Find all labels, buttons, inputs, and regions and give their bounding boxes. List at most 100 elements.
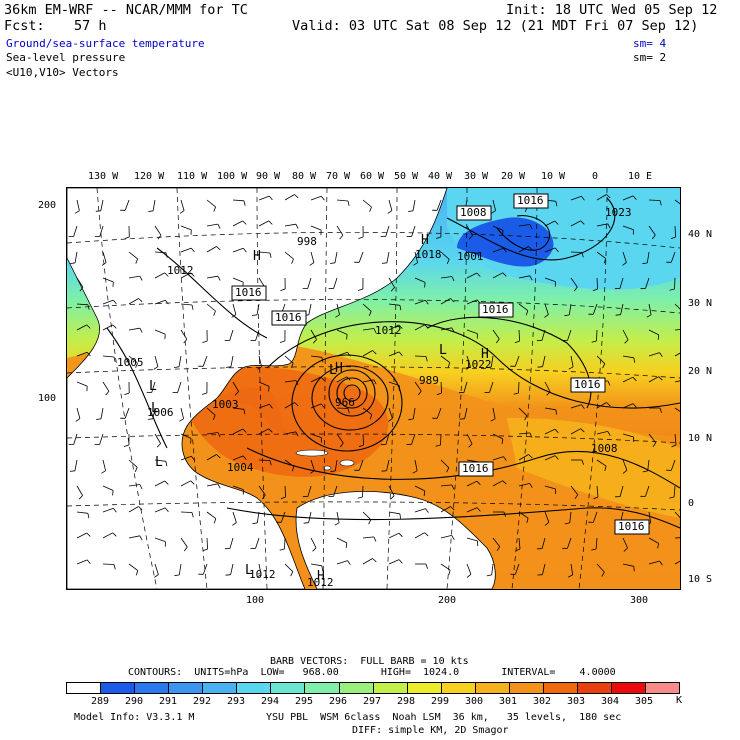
forecast-label: Fcst: — [4, 18, 45, 34]
wind-barb-flag — [459, 418, 465, 420]
wind-barb-flag — [525, 310, 529, 316]
physics-line-2: DIFF: simple KM, 2D Smagor — [352, 725, 509, 736]
field-sst-smooth: sm= 4 — [633, 37, 667, 50]
wind-barb-flag — [390, 287, 395, 292]
wind-barb — [99, 433, 104, 445]
wind-barb-flag — [446, 259, 450, 265]
pressure-label-box — [478, 302, 514, 318]
wind-barb-flag — [451, 327, 455, 333]
wind-barb — [436, 199, 442, 211]
wind-barb — [388, 559, 400, 565]
wind-barb-flag — [399, 305, 402, 311]
cold-sst-pool — [457, 217, 554, 267]
wind-barb-flag — [217, 483, 221, 489]
wind-barb-flag — [546, 391, 551, 396]
wind-barb — [152, 407, 156, 419]
wind-barb-flag — [334, 522, 340, 526]
wind-barb-flag — [86, 324, 91, 329]
wind-barb-flag — [268, 220, 273, 225]
wind-barb-flag — [242, 247, 247, 253]
wind-barb-flag — [213, 310, 216, 316]
wind-barb-flag — [347, 560, 351, 565]
pressure-label: 1003 — [212, 398, 239, 411]
wind-barb-flag — [669, 496, 675, 499]
wind-barb — [622, 563, 634, 567]
colorbar-swatch — [237, 683, 272, 693]
wind-barb-flag — [216, 246, 221, 251]
wind-barb — [412, 199, 416, 211]
wind-barb — [411, 433, 416, 445]
wind-barb — [102, 277, 114, 283]
wind-barb — [592, 511, 598, 523]
wind-barb-flag — [231, 314, 237, 318]
wind-barb-flag — [225, 366, 231, 368]
wind-barb-flag — [139, 328, 143, 333]
wind-barb — [674, 560, 680, 565]
wind-barb — [284, 537, 286, 550]
wind-barb-flag — [74, 210, 80, 214]
wind-barb — [466, 480, 478, 487]
wind-barb — [232, 199, 245, 202]
wind-barb — [258, 195, 270, 201]
pressure-label-box — [271, 310, 307, 326]
wind-barb — [232, 407, 244, 410]
wind-barb-flag — [164, 507, 169, 512]
wind-barb-flag — [86, 351, 91, 357]
wind-barb — [648, 376, 659, 383]
wind-barb-flag — [190, 272, 195, 277]
wind-barb-flag — [369, 414, 373, 420]
init-time: Init: 18 UTC Wed 05 Sep 12 — [506, 2, 718, 18]
pressure-label: 1012 — [249, 568, 276, 581]
pressure-label-box — [458, 461, 494, 477]
lon-tick: 80 W — [292, 171, 317, 182]
wind-barb — [414, 508, 426, 513]
wind-barb — [466, 251, 478, 254]
wind-barb — [492, 199, 496, 211]
wind-barb-flag — [477, 253, 480, 259]
wind-barb-flag — [335, 314, 340, 318]
wind-barb — [206, 275, 218, 279]
wind-barb — [466, 272, 477, 279]
wind-barb-flag — [164, 480, 169, 485]
wind-barb — [202, 563, 208, 575]
wind-barb — [180, 433, 192, 439]
valid-time: Valid: 03 UTC Sat 08 Sep 12 (21 MDT Fri … — [292, 18, 699, 34]
wind-barb — [128, 298, 139, 305]
wind-barb — [542, 563, 546, 575]
pressure-label: 1018 — [415, 248, 442, 261]
wind-barb-flag — [75, 418, 81, 422]
physics-line-1: YSU PBL WSM 6class Noah LSM 36 km, 35 le… — [266, 712, 622, 723]
wind-barb — [544, 511, 550, 523]
low-pressure-center: L — [245, 563, 253, 578]
wind-barb — [206, 432, 218, 435]
wind-barb-flag — [503, 456, 507, 461]
wind-barb — [362, 511, 372, 520]
wind-barb — [76, 511, 88, 514]
wind-barb — [308, 303, 312, 315]
wind-barb-flag — [330, 470, 336, 473]
wind-barb — [362, 199, 372, 208]
wind-barb-flag — [105, 391, 110, 396]
lon-tick: 70 W — [326, 171, 351, 182]
wind-barb — [544, 220, 555, 227]
wind-barb-flag — [632, 376, 637, 382]
high-pressure-center: H — [421, 233, 429, 248]
wind-barb — [388, 532, 400, 539]
wind-barb-flag — [201, 392, 208, 395]
wind-barb-flag — [448, 569, 451, 576]
wind-barb-flag — [157, 234, 162, 240]
wind-barb — [100, 199, 104, 211]
wind-barb — [414, 277, 426, 283]
wind-barb — [595, 537, 598, 550]
wind-barb — [463, 381, 468, 393]
wind-barb-flag — [592, 288, 598, 292]
wind-barb-flag — [96, 418, 102, 420]
wind-barb — [596, 277, 598, 290]
pressure-label: 1001 — [457, 250, 484, 263]
wind-barb — [102, 459, 106, 471]
wind-barb-flag — [624, 339, 629, 344]
wind-barb — [492, 480, 503, 487]
pressure-label: 1016 — [482, 303, 509, 316]
wind-barb — [440, 381, 442, 394]
wind-barb — [102, 355, 115, 358]
